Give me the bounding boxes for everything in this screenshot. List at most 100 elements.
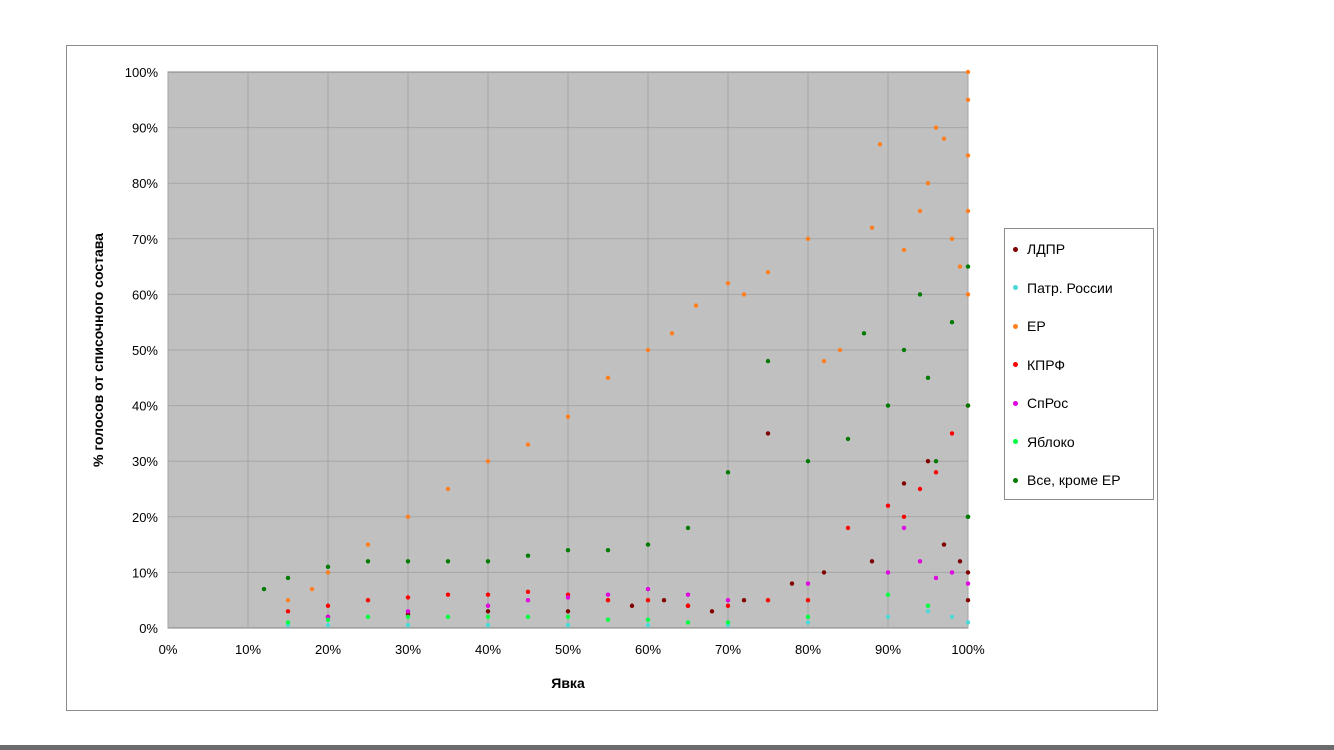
- legend-label: Все, кроме ЕР: [1027, 472, 1121, 488]
- data-point: [965, 620, 971, 625]
- y-tick-label: 10%: [132, 565, 158, 580]
- data-point: [869, 225, 875, 230]
- data-point: [485, 623, 491, 628]
- data-point: [933, 125, 939, 130]
- data-point: [605, 375, 611, 380]
- data-point: [885, 614, 891, 620]
- data-point: [405, 595, 411, 600]
- data-point: [741, 598, 747, 603]
- data-point: [765, 358, 771, 364]
- data-point: [917, 559, 923, 564]
- data-point: [901, 347, 907, 353]
- data-point: [949, 614, 955, 620]
- x-tick-label: 70%: [715, 642, 741, 657]
- data-point: [325, 603, 331, 608]
- data-point: [285, 598, 291, 603]
- data-point: [845, 525, 851, 531]
- data-point: [661, 598, 667, 603]
- x-tick-label: 0%: [159, 642, 178, 657]
- data-point: [685, 592, 691, 597]
- legend-swatch: [1013, 323, 1018, 329]
- data-point: [685, 620, 691, 625]
- data-point: [901, 525, 907, 531]
- data-point: [949, 431, 955, 436]
- data-point: [405, 609, 411, 614]
- data-point: [805, 614, 811, 620]
- data-point: [725, 598, 731, 603]
- data-point: [325, 570, 331, 575]
- data-point: [565, 609, 571, 614]
- y-tick-label: 30%: [132, 454, 158, 469]
- data-point: [565, 547, 571, 553]
- data-point: [445, 486, 451, 492]
- legend-swatch: [1013, 285, 1018, 290]
- data-point: [965, 69, 971, 75]
- data-point: [933, 470, 939, 475]
- data-point: [925, 375, 931, 380]
- data-point: [405, 514, 411, 519]
- legend-swatch: [1013, 477, 1018, 483]
- data-point: [821, 358, 827, 364]
- y-tick-label: 80%: [132, 176, 158, 191]
- data-point: [821, 570, 827, 575]
- data-points: [261, 69, 971, 628]
- data-point: [917, 486, 923, 492]
- data-point: [693, 303, 699, 308]
- data-point: [605, 592, 611, 597]
- x-tick-label: 40%: [475, 642, 501, 657]
- y-tick-label: 40%: [132, 399, 158, 414]
- legend-swatch: [1013, 362, 1018, 367]
- data-point: [965, 153, 971, 158]
- legend-swatch: [1013, 246, 1018, 252]
- legend-swatch: [1013, 439, 1018, 444]
- legend: ЛДПР Патр. России ЕР КПРФ СпРос Яблоко Все, кр…: [1004, 228, 1154, 500]
- legend-item: КПРФ: [1013, 355, 1065, 375]
- legend-label: КПРФ: [1027, 356, 1066, 373]
- data-point: [325, 623, 331, 628]
- data-point: [765, 598, 771, 603]
- data-point: [365, 614, 371, 620]
- data-point: [285, 609, 291, 614]
- legend-item: Яблоко: [1013, 432, 1075, 452]
- data-point: [885, 503, 891, 508]
- data-point: [957, 559, 963, 564]
- data-point: [805, 598, 811, 603]
- y-tick-label: 20%: [132, 510, 158, 525]
- data-point: [685, 525, 691, 531]
- legend-label: ЕР: [1027, 318, 1046, 334]
- y-axis-ticks: 0% 10% 20% 30% 40% 50% 60% 70% 80% 90% 100%: [125, 65, 159, 636]
- chart-area: 0% 10% 20% 30% 40% 50% 60% 70% 80% 90% 100% 0% 10% 2…: [66, 45, 1158, 711]
- gridlines: [167, 72, 969, 628]
- data-point: [605, 617, 611, 622]
- data-point: [901, 481, 907, 486]
- data-point: [365, 542, 371, 547]
- legend-item: Все, кроме ЕР: [1013, 470, 1121, 490]
- legend-label: ЛДПР: [1027, 241, 1066, 257]
- data-point: [917, 292, 923, 297]
- scatter-chart: 0% 10% 20% 30% 40% 50% 60% 70% 80% 90% 100% 0% 10% 2…: [90, 65, 985, 691]
- data-point: [885, 403, 891, 408]
- data-point: [941, 136, 947, 141]
- data-point: [605, 598, 611, 603]
- data-point: [965, 598, 971, 603]
- legend-label: Яблоко: [1027, 433, 1075, 450]
- data-point: [365, 598, 371, 603]
- data-point: [949, 570, 955, 575]
- y-tick-label: 60%: [132, 287, 158, 302]
- legend-item: СпРос: [1013, 393, 1068, 413]
- data-point: [965, 264, 971, 269]
- data-point: [725, 470, 731, 475]
- data-point: [965, 97, 971, 102]
- data-point: [925, 459, 931, 464]
- data-point: [869, 559, 875, 564]
- data-point: [645, 617, 651, 622]
- data-point: [805, 459, 811, 464]
- data-point: [917, 208, 923, 214]
- x-tick-label: 50%: [555, 642, 581, 657]
- data-point: [405, 559, 411, 564]
- data-point: [365, 559, 371, 564]
- x-tick-label: 100%: [951, 642, 985, 657]
- data-point: [525, 553, 531, 558]
- data-point: [765, 269, 771, 275]
- data-point: [325, 564, 331, 570]
